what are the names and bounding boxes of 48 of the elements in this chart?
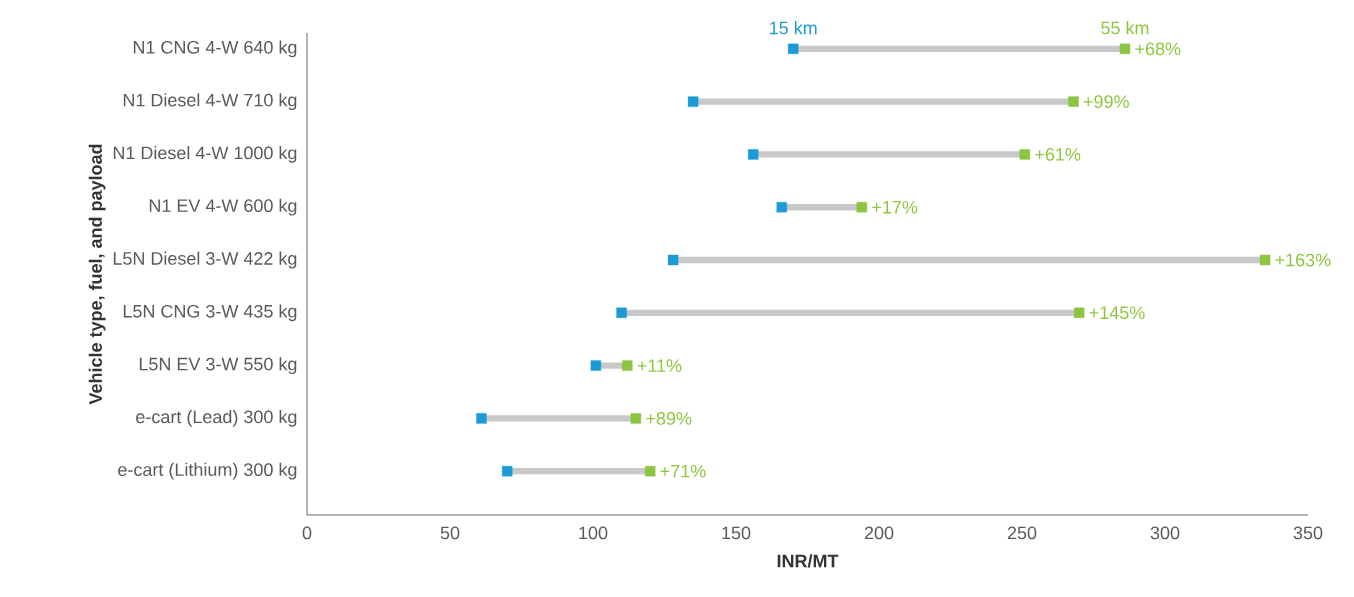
point [476, 413, 487, 424]
point [1259, 254, 1271, 266]
y-tick-label: N1 Diesel 4-W 1000 kg [113, 146, 297, 163]
point [776, 202, 787, 213]
annotation: +163% [1275, 253, 1331, 267]
annotation: +11% [637, 359, 682, 372]
annotation: +89% [646, 412, 692, 425]
x-tick-label: 50 [440, 526, 460, 540]
series-label: 15 km [770, 21, 817, 35]
point [645, 465, 656, 477]
x-axis-title: INR/MT [777, 554, 839, 568]
point [788, 43, 799, 55]
y-tick-label: e-cart (Lithium) 300 kg [118, 462, 297, 480]
y-axis-title: Vehicle type, fuel, and payload [88, 144, 106, 405]
y-tick-label: L5N Diesel 3-W 422 kg [113, 251, 297, 269]
annotation: +17% [872, 200, 918, 214]
x-tick-label: 250 [1007, 526, 1037, 540]
point [687, 96, 699, 107]
annotation: +68% [1135, 42, 1181, 56]
point [1074, 307, 1085, 318]
point [747, 149, 759, 160]
y-tick-label: L5N CNG 3-W 435 kg [123, 304, 297, 322]
annotation: +61% [1035, 148, 1081, 161]
point [630, 413, 642, 424]
annotation: +145% [1089, 306, 1145, 320]
x-tick-label: 0 [302, 526, 312, 540]
y-tick-label: e-cart (Lead) 300 kg [136, 409, 297, 427]
point [1068, 96, 1079, 107]
annotation: +71% [660, 464, 706, 478]
annotation: +99% [1083, 95, 1129, 108]
point [856, 202, 868, 213]
x-tick-label: 350 [1293, 526, 1323, 540]
x-tick-label: 200 [864, 526, 894, 540]
y-tick-label: L5N EV 3-W 550 kg [139, 357, 297, 374]
point [667, 254, 679, 266]
x-tick-label: 100 [579, 526, 608, 540]
x-tick-label: 150 [722, 526, 751, 540]
point [1119, 43, 1131, 55]
point [1019, 149, 1031, 160]
x-tick-label: 300 [1150, 526, 1180, 540]
series-label: 55 km [1101, 21, 1149, 35]
point [616, 307, 627, 318]
point [622, 360, 633, 371]
y-tick-label: N1 Diesel 4-W 710 kg [123, 93, 297, 111]
y-tick-label: N1 CNG 4-W 640 kg [133, 40, 297, 58]
point [502, 465, 513, 477]
point [590, 360, 602, 371]
y-tick-label: N1 EV 4-W 600 kg [149, 198, 297, 216]
